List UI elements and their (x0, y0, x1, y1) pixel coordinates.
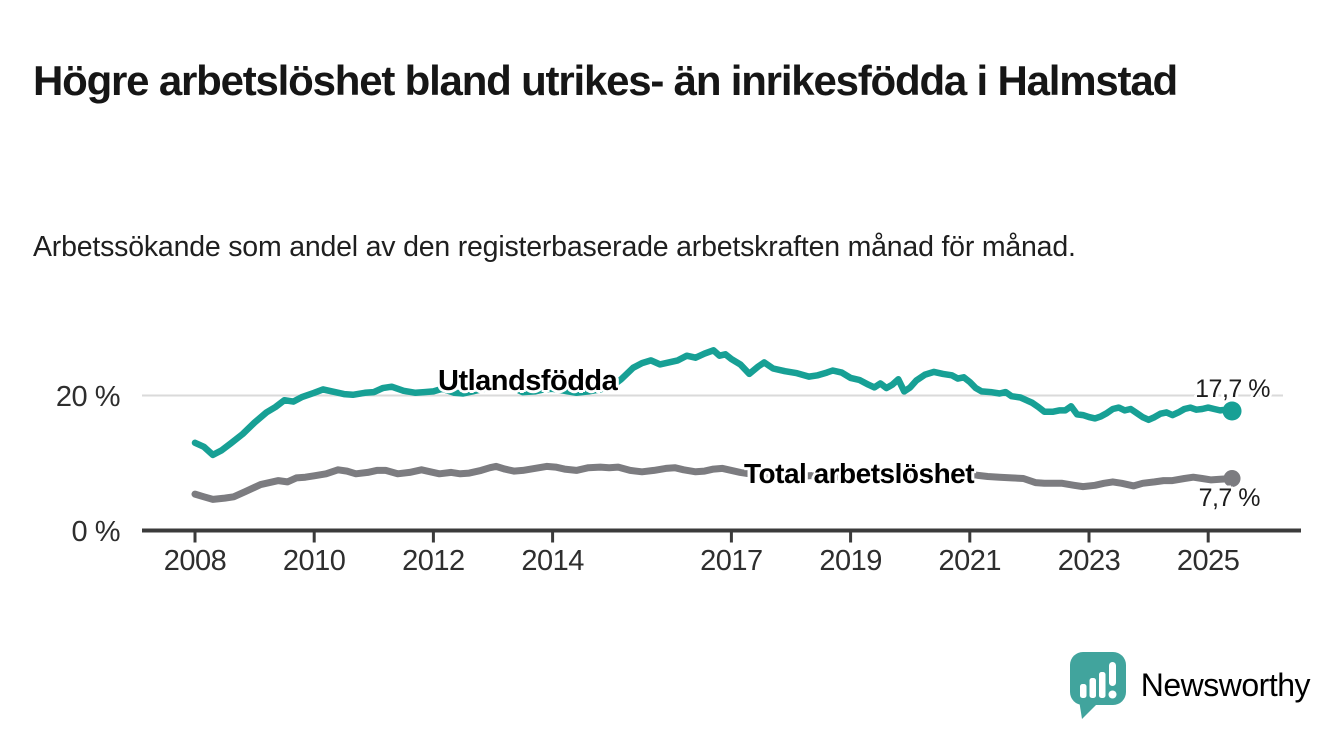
end-value-label-utlandsfodda: 17,7 % (1195, 375, 1270, 403)
newsworthy-logo: Newsworthy (1069, 650, 1311, 720)
x-tick-label-2010: 2010 (282, 545, 346, 577)
total-arbetsloshet-end-dot (1223, 470, 1241, 488)
x-tick-label-2008: 2008 (163, 545, 227, 577)
x-tick-label-2019: 2019 (819, 545, 882, 577)
x-tick-label-2023: 2023 (1057, 545, 1121, 577)
chart-subtitle: Arbetssökande som andel av den registerb… (33, 230, 1076, 263)
series-label-utlandsfodda: Utlandsfödda (438, 365, 618, 397)
page-title: Högre arbetslöshet bland utrikes- än inr… (33, 57, 1178, 105)
newsworthy-logo-text: Newsworthy (1140, 666, 1311, 703)
x-tick-label-2017: 2017 (700, 545, 763, 577)
x-tick-label-2021: 2021 (938, 545, 1002, 577)
x-tick-label-2014: 2014 (521, 545, 584, 577)
y-tick-label-20: 20 % (55, 380, 121, 413)
x-axis-ticks (193, 530, 1210, 543)
x-tick-label-2025: 2025 (1176, 545, 1240, 577)
y-tick-label-0: 0 % (71, 515, 121, 548)
newsworthy-logo-icon (1069, 652, 1126, 719)
total-arbetsloshet-line (191, 462, 1236, 503)
series-label-total-arbetsloshet: Total arbetslöshet (744, 458, 975, 489)
end-value-label-total: 7,7 % (1198, 484, 1261, 512)
x-tick-label-2012: 2012 (402, 545, 465, 577)
utlandsfodda-line (191, 347, 1236, 459)
utlandsfodda-end-dot (1222, 401, 1242, 421)
